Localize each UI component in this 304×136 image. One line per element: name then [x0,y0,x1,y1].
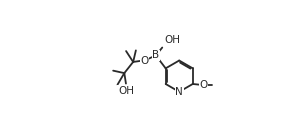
Text: O: O [199,80,207,90]
Text: O: O [140,56,148,66]
Text: OH: OH [164,35,180,45]
Text: OH: OH [118,86,134,96]
Text: B: B [152,50,159,60]
Text: N: N [175,87,183,97]
